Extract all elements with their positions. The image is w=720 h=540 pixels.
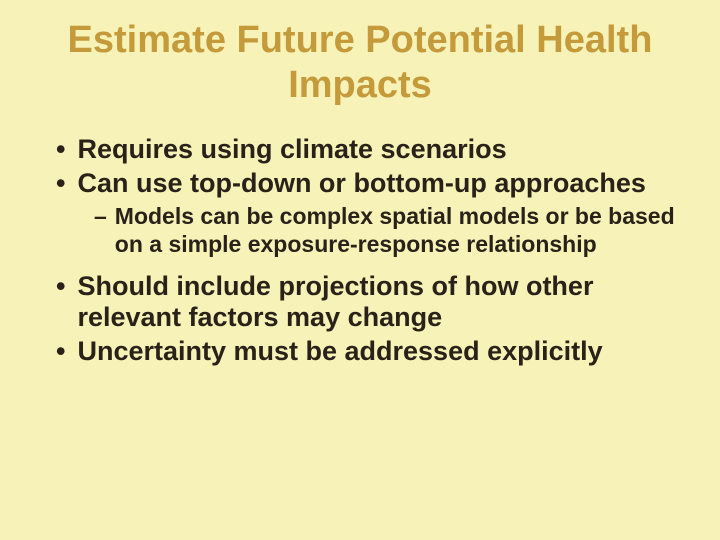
sub-bullet-marker: –	[94, 203, 107, 258]
bullet-marker: •	[56, 336, 65, 368]
bullet-text: Requires using climate scenarios	[77, 134, 678, 166]
bullet-text: Should include projections of how other …	[77, 271, 678, 335]
bullet-item: • Can use top-down or bottom-up approach…	[56, 168, 678, 200]
bullet-marker: •	[56, 271, 65, 335]
slide-body: • Requires using climate scenarios • Can…	[42, 134, 678, 368]
bullet-item: • Should include projections of how othe…	[56, 271, 678, 335]
slide-title: Estimate Future Potential Health Impacts	[42, 18, 678, 108]
sub-bullet-item: – Models can be complex spatial models o…	[94, 203, 678, 258]
bullet-item: • Uncertainty must be addressed explicit…	[56, 336, 678, 368]
bullet-marker: •	[56, 168, 65, 200]
bullet-item: • Requires using climate scenarios	[56, 134, 678, 166]
bullet-text: Uncertainty must be addressed explicitly	[77, 336, 678, 368]
bullet-marker: •	[56, 134, 65, 166]
bullet-text: Can use top-down or bottom-up approaches	[77, 168, 678, 200]
sub-bullet-text: Models can be complex spatial models or …	[115, 203, 678, 258]
